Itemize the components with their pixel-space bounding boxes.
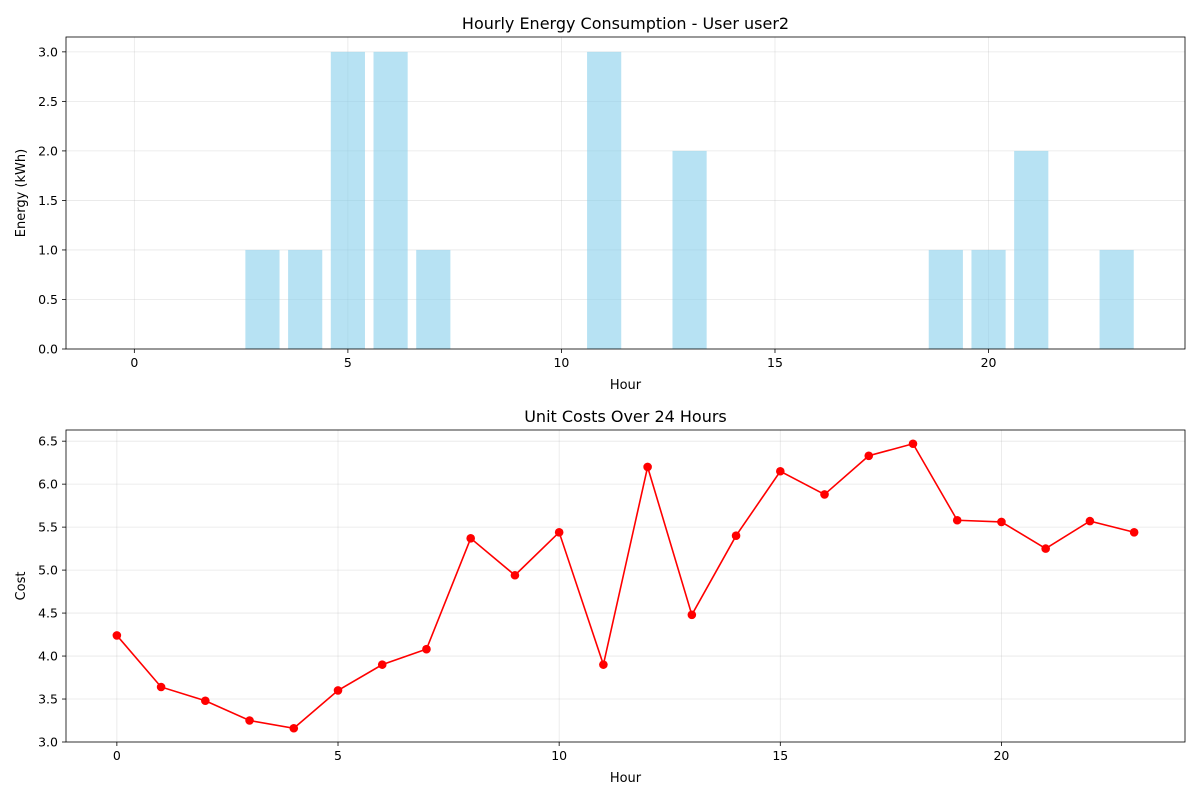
data-point <box>908 439 918 449</box>
bars <box>245 51 1134 349</box>
x-tick-label: 15 <box>767 355 783 370</box>
y-tick-label: 1.0 <box>38 242 58 257</box>
y-tick-label: 6.5 <box>38 434 58 449</box>
bar <box>373 51 408 349</box>
bar <box>928 249 963 349</box>
y-tick-label: 4.0 <box>38 649 58 664</box>
x-axis-ticks: 0 5 10 15 20 <box>130 349 997 370</box>
y-axis-ticks: 3.0 3.5 4.0 4.5 5.0 5.5 6.0 6.5 <box>38 434 66 750</box>
data-point <box>1041 544 1050 553</box>
plot-frame <box>65 429 1186 743</box>
grid <box>66 430 1185 743</box>
data-point <box>952 515 962 525</box>
data-point <box>289 723 299 733</box>
data-point <box>510 570 520 580</box>
data-point <box>1129 527 1139 537</box>
data-point <box>776 466 785 476</box>
data-point <box>422 644 431 654</box>
y-tick-label: 1.5 <box>38 193 58 208</box>
data-point <box>333 686 343 695</box>
data-point <box>687 610 697 620</box>
chart-title: Hourly Energy Consumption - User user2 <box>462 14 789 33</box>
bar <box>416 249 451 349</box>
data-point <box>643 462 652 472</box>
y-tick-label: 5.0 <box>38 563 58 578</box>
plot-frame <box>65 36 1186 350</box>
bar <box>288 249 323 349</box>
data-point <box>864 451 874 461</box>
data-point <box>466 533 475 543</box>
bar <box>587 51 622 349</box>
data-point <box>820 490 829 499</box>
x-tick-label: 10 <box>551 748 567 763</box>
data-point <box>245 716 254 725</box>
data-point <box>554 527 564 537</box>
data-point <box>156 682 166 692</box>
y-tick-label: 3.0 <box>38 44 58 59</box>
cost-line <box>116 442 1135 730</box>
unit-cost-line-chart: Unit Costs Over 24 Hours 0 5 10 15 20 3.0 3.5… <box>14 407 1186 786</box>
x-tick-label: 10 <box>553 355 569 370</box>
y-axis-ticks: 0.0 0.5 1.0 1.5 2.0 2.5 3.0 <box>38 44 66 357</box>
data-point <box>377 660 387 669</box>
data-point <box>997 517 1006 527</box>
chart-title: Unit Costs Over 24 Hours <box>524 407 727 426</box>
data-point <box>599 660 608 669</box>
y-tick-label: 0.0 <box>38 342 58 357</box>
y-axis-label: Energy (kWh) <box>14 149 29 237</box>
y-tick-label: 3.5 <box>38 692 58 707</box>
x-axis-label: Hour <box>610 771 642 786</box>
bar <box>245 249 280 349</box>
x-tick-label: 0 <box>130 355 138 370</box>
y-axis-label: Cost <box>14 572 29 601</box>
cost-series <box>112 439 1139 733</box>
data-point <box>201 696 210 706</box>
y-tick-label: 5.5 <box>38 520 58 535</box>
x-tick-label: 20 <box>981 355 997 370</box>
data-point <box>731 531 741 541</box>
bar <box>1099 249 1134 349</box>
x-axis-label: Hour <box>610 378 642 393</box>
x-tick-label: 20 <box>993 748 1009 763</box>
y-tick-label: 0.5 <box>38 292 58 307</box>
y-tick-label: 2.5 <box>38 94 58 109</box>
energy-bar-chart: Hourly Energy Consumption - User user2 0… <box>14 14 1186 393</box>
x-tick-label: 15 <box>772 748 788 763</box>
x-tick-label: 5 <box>334 748 342 763</box>
x-tick-label: 0 <box>113 748 121 763</box>
bar <box>971 249 1006 349</box>
data-point <box>1085 516 1095 526</box>
bar <box>330 51 365 349</box>
y-tick-label: 3.0 <box>38 735 58 750</box>
bar <box>672 150 707 349</box>
y-tick-label: 2.0 <box>38 143 58 158</box>
x-axis-ticks: 0 5 10 15 20 <box>113 742 1009 763</box>
x-tick-label: 5 <box>344 355 352 370</box>
data-point <box>112 631 122 640</box>
y-tick-label: 6.0 <box>38 477 58 492</box>
y-tick-label: 4.5 <box>38 606 58 621</box>
bar <box>1014 150 1049 349</box>
